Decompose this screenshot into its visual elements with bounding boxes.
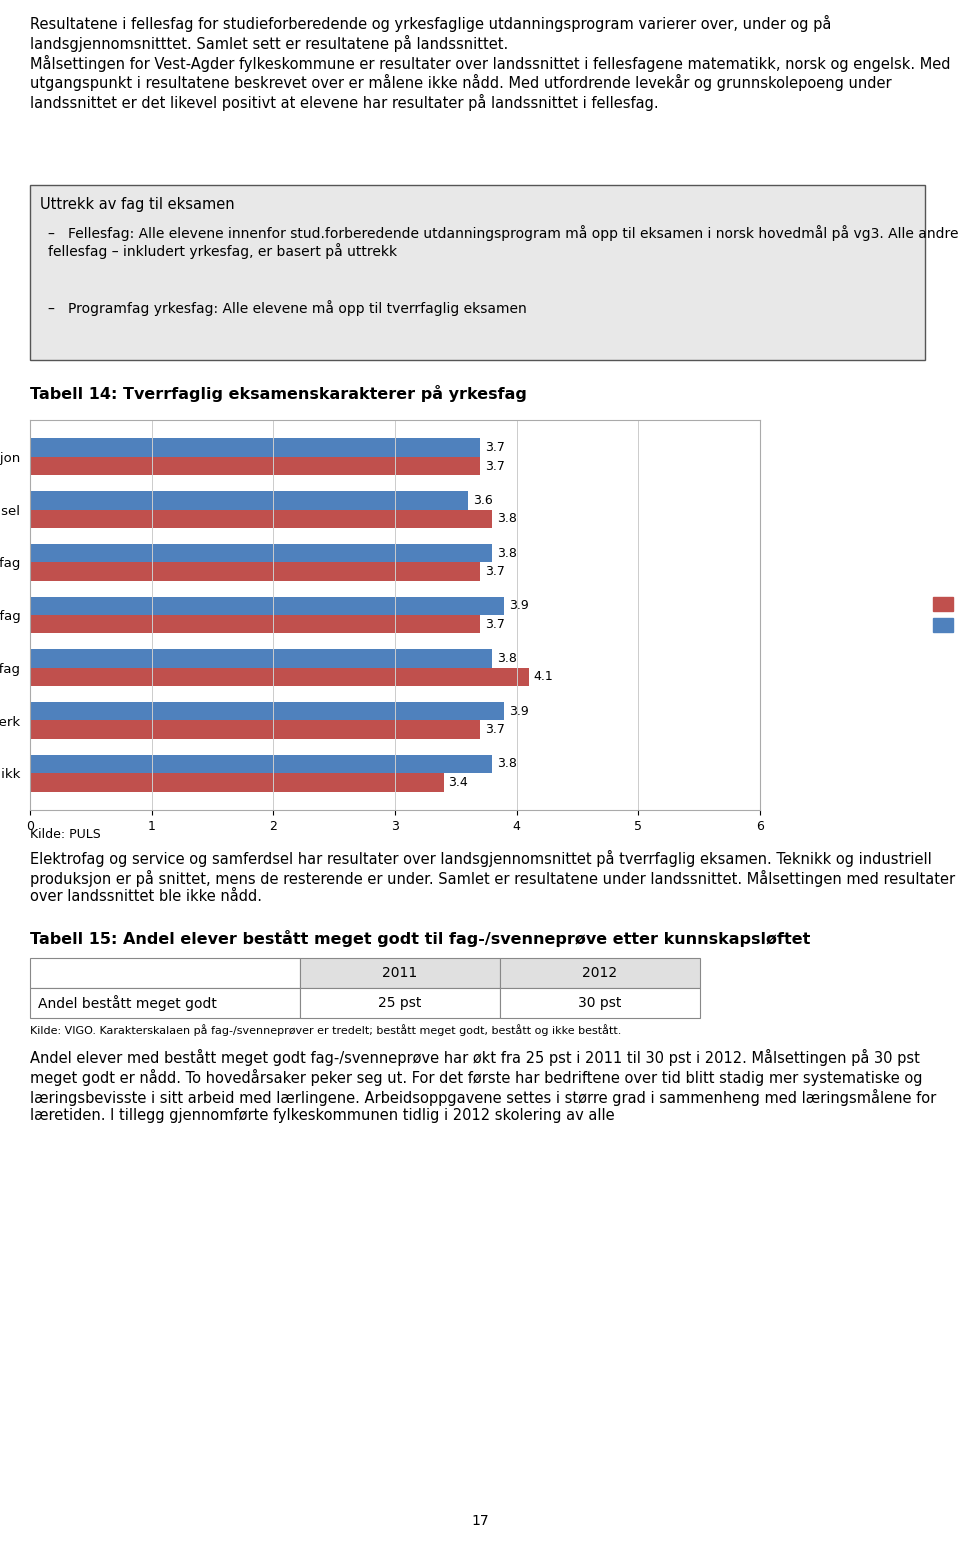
Text: 3.7: 3.7	[485, 460, 505, 472]
Text: Elektrofag og service og samferdsel har resultater over landsgjennomsnittet på t: Elektrofag og service og samferdsel har …	[30, 850, 955, 904]
FancyBboxPatch shape	[30, 186, 925, 361]
Text: 3.9: 3.9	[510, 704, 529, 718]
Text: Tabell 15: Andel elever bestått meget godt til fag-/svenneprøve etter kunnskapsl: Tabell 15: Andel elever bestått meget go…	[30, 930, 810, 947]
Text: 3.9: 3.9	[510, 599, 529, 613]
Text: 3.7: 3.7	[485, 565, 505, 577]
Bar	[30, 509, 492, 528]
Text: Uttrekk av fag til eksamen: Uttrekk av fag til eksamen	[40, 197, 234, 212]
Bar	[30, 438, 480, 457]
Text: Andel bestått meget godt: Andel bestått meget godt	[38, 995, 217, 1011]
Text: 3.8: 3.8	[497, 757, 517, 771]
Legend: VAF, Nasjonalt: VAF, Nasjonalt	[927, 593, 960, 638]
Text: Kilde: PULS: Kilde: PULS	[30, 828, 101, 841]
FancyBboxPatch shape	[300, 958, 500, 988]
Bar	[30, 649, 492, 667]
Bar	[30, 596, 505, 615]
Text: –   Programfag yrkesfag: Alle elevene må opp til tverrfaglig eksamen: – Programfag yrkesfag: Alle elevene må o…	[48, 300, 527, 316]
Text: 3.4: 3.4	[448, 776, 468, 789]
Text: 2012: 2012	[583, 966, 617, 980]
Text: 3.8: 3.8	[497, 546, 517, 559]
Bar	[30, 755, 492, 772]
Text: 30 pst: 30 pst	[578, 995, 622, 1009]
Text: 25 pst: 25 pst	[378, 995, 421, 1009]
Bar	[30, 562, 480, 580]
FancyBboxPatch shape	[500, 988, 700, 1019]
Text: 3.6: 3.6	[473, 494, 492, 506]
Text: 2011: 2011	[382, 966, 418, 980]
Text: Kilde: VIGO. Karakterskalaen på fag-/svenneprøver er tredelt; bestått meget godt: Kilde: VIGO. Karakterskalaen på fag-/sve…	[30, 1023, 621, 1036]
Bar	[30, 667, 529, 686]
Text: Andel elever med bestått meget godt fag-/svenneprøve har økt fra 25 pst i 2011 t: Andel elever med bestått meget godt fag-…	[30, 1050, 936, 1122]
Bar	[30, 720, 480, 738]
Text: 17: 17	[471, 1514, 489, 1528]
Text: 3.8: 3.8	[497, 652, 517, 666]
Bar	[30, 615, 480, 633]
Bar	[30, 701, 505, 720]
Bar	[30, 491, 468, 509]
Text: 3.7: 3.7	[485, 441, 505, 454]
FancyBboxPatch shape	[30, 958, 300, 988]
FancyBboxPatch shape	[300, 988, 500, 1019]
Bar	[30, 457, 480, 475]
Bar	[30, 543, 492, 562]
Text: –   Fellesfag: Alle elevene innenfor stud.forberedende utdanningsprogram må opp : – Fellesfag: Alle elevene innenfor stud.…	[48, 224, 958, 260]
Text: 3.8: 3.8	[497, 512, 517, 525]
Text: Tabell 14: Tverrfaglig eksamenskarakterer på yrkesfag: Tabell 14: Tverrfaglig eksamenskaraktere…	[30, 385, 527, 402]
Text: 3.7: 3.7	[485, 723, 505, 737]
Text: 3.7: 3.7	[485, 618, 505, 630]
Text: 4.1: 4.1	[534, 670, 554, 683]
Bar	[30, 772, 444, 791]
Text: Resultatene i fellesfag for studieforberedende og yrkesfaglige utdanningsprogram: Resultatene i fellesfag for studieforber…	[30, 15, 950, 111]
FancyBboxPatch shape	[30, 988, 300, 1019]
FancyBboxPatch shape	[500, 958, 700, 988]
